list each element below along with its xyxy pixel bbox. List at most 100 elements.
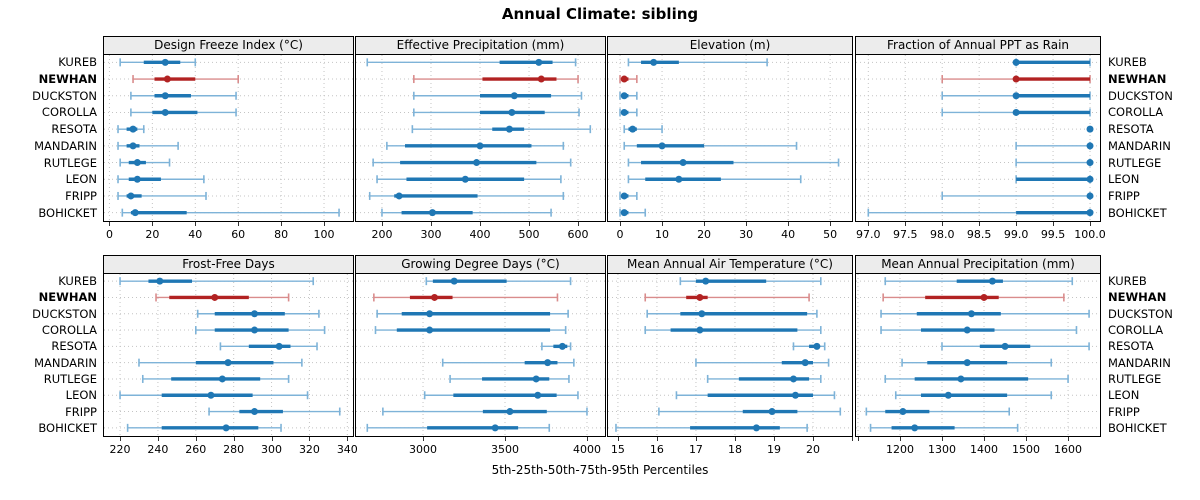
site-label-right: NEWHAN bbox=[1108, 290, 1167, 305]
panel-strip-title: Elevation (m) bbox=[607, 36, 853, 55]
errorbar-rutlege bbox=[141, 374, 290, 383]
errorbar-kureb bbox=[119, 58, 197, 67]
median-dot bbox=[696, 326, 704, 334]
median-dot bbox=[508, 108, 516, 116]
errorbar-rutlege bbox=[706, 374, 822, 383]
median-dot bbox=[1001, 342, 1009, 350]
errorbar-fripp bbox=[658, 407, 842, 416]
site-label-left: LEON bbox=[65, 388, 97, 403]
panel-plot bbox=[855, 54, 1101, 222]
axis-tick bbox=[381, 222, 383, 226]
axis-tick bbox=[905, 222, 907, 226]
errorbar-resota bbox=[623, 125, 663, 134]
site-label-left: COROLLA bbox=[41, 323, 97, 338]
site-label-left: KUREB bbox=[58, 274, 97, 289]
errorbar-newhan bbox=[882, 293, 1065, 302]
median-dot bbox=[426, 326, 434, 334]
errorbar-fripp bbox=[619, 191, 638, 200]
errorbar-duckston bbox=[130, 91, 237, 100]
panel-strip-title: Design Freeze Index (°C) bbox=[103, 36, 354, 55]
axis-tick bbox=[942, 222, 944, 226]
axis-tick-label: 99.0 bbox=[1003, 228, 1029, 241]
axis-tick bbox=[656, 437, 658, 441]
axis-tick bbox=[480, 222, 481, 226]
median-dot bbox=[1086, 125, 1094, 133]
median-dot bbox=[395, 192, 403, 200]
axis-tick-label: 0 bbox=[616, 228, 624, 241]
panel-frame bbox=[103, 54, 354, 222]
panel-strip-title: Growing Degree Days (°C) bbox=[355, 255, 606, 274]
panel-frame bbox=[355, 273, 606, 437]
axis-tick bbox=[233, 437, 235, 441]
median-dot bbox=[426, 310, 434, 318]
axis-tick bbox=[309, 437, 311, 441]
axis-tick bbox=[1053, 222, 1055, 226]
axis-tick-label: 16 bbox=[649, 443, 664, 456]
errorbar-kureb bbox=[119, 277, 315, 286]
median-dot bbox=[133, 159, 141, 167]
panel-plot bbox=[103, 54, 354, 222]
axis-tick-label: 40 bbox=[188, 228, 203, 241]
median-dot bbox=[207, 391, 215, 399]
site-label-right: COROLLA bbox=[1108, 105, 1164, 120]
axis-tick-label: 300 bbox=[261, 443, 283, 456]
panel-frame bbox=[855, 273, 1101, 437]
axis-tick-label: 4000 bbox=[572, 443, 601, 456]
errorbar-duckston bbox=[646, 309, 818, 318]
median-dot bbox=[620, 108, 628, 116]
site-label-right: RUTLEGE bbox=[1108, 371, 1162, 386]
errorbar-fripp bbox=[941, 191, 1094, 200]
panel-strip-title: Fraction of Annual PPT as Rain bbox=[855, 36, 1101, 55]
axis-tick bbox=[868, 222, 870, 226]
panel-plot bbox=[855, 273, 1101, 437]
axis-tick bbox=[662, 222, 664, 226]
errorbar-newhan bbox=[132, 75, 239, 84]
errorbar-bohicket bbox=[126, 423, 282, 432]
axis-tick-label: 260 bbox=[185, 443, 207, 456]
errorbar-newhan bbox=[941, 75, 1091, 84]
site-label-right: RESOTA bbox=[1108, 339, 1154, 354]
median-dot bbox=[1012, 58, 1020, 66]
errorbar-resota bbox=[1086, 125, 1094, 133]
axis-tick bbox=[899, 437, 901, 441]
errorbar-mandarin bbox=[623, 141, 798, 150]
median-dot bbox=[791, 391, 799, 399]
axis-tick bbox=[620, 222, 622, 226]
median-dot bbox=[224, 359, 232, 367]
median-dot bbox=[813, 342, 821, 350]
axis-tick-label: 80 bbox=[274, 228, 289, 241]
median-dot bbox=[789, 375, 797, 383]
median-dot bbox=[473, 159, 481, 167]
errorbar-fripp bbox=[117, 191, 207, 200]
median-dot bbox=[251, 408, 259, 416]
site-label-left: RESOTA bbox=[51, 122, 97, 137]
site-label-right: NEWHAN bbox=[1108, 72, 1167, 87]
errorbar-resota bbox=[541, 342, 572, 351]
median-dot bbox=[535, 58, 543, 66]
site-label-right: RESOTA bbox=[1108, 122, 1154, 137]
axis-tick-label: 15 bbox=[610, 443, 625, 456]
site-label-left: RUTLEGE bbox=[43, 371, 97, 386]
errorbar-newhan bbox=[619, 75, 638, 84]
errorbar-rutlege bbox=[884, 374, 1069, 383]
errorbar-duckston bbox=[941, 91, 1091, 100]
median-dot bbox=[698, 310, 706, 318]
median-dot bbox=[476, 142, 484, 150]
errorbar-leon bbox=[119, 391, 309, 400]
errorbar-duckston bbox=[376, 309, 569, 318]
axis-tick bbox=[704, 222, 706, 226]
median-dot bbox=[1086, 192, 1094, 200]
axis-tick-label: 40 bbox=[781, 228, 796, 241]
site-label-right: DUCKSTON bbox=[1108, 306, 1173, 321]
median-dot bbox=[967, 310, 975, 318]
axis-tick-label: 500 bbox=[518, 228, 540, 241]
median-dot bbox=[988, 277, 996, 285]
errorbar-leon bbox=[376, 175, 562, 184]
site-label-left: MANDARIN bbox=[34, 138, 97, 153]
axis-tick bbox=[1090, 222, 1092, 226]
errorbar-fripp bbox=[865, 407, 1011, 416]
axis-tick-label: 17 bbox=[688, 443, 703, 456]
errorbar-bohicket bbox=[615, 423, 808, 432]
site-label-left: COROLLA bbox=[41, 105, 97, 120]
median-dot bbox=[650, 58, 658, 66]
